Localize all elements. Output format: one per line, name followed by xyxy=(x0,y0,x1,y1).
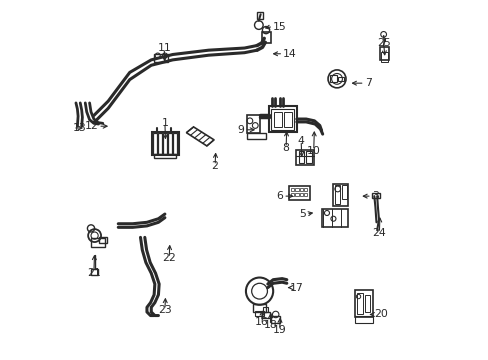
Text: 24: 24 xyxy=(372,228,386,238)
Text: 5: 5 xyxy=(299,209,305,219)
Text: 19: 19 xyxy=(272,325,286,335)
Bar xyxy=(271,316,280,323)
Bar xyxy=(261,32,270,43)
Text: 14: 14 xyxy=(283,49,296,59)
Bar xyxy=(152,132,178,155)
Bar xyxy=(333,184,348,206)
Bar xyxy=(247,133,265,139)
Bar xyxy=(296,149,313,165)
Bar xyxy=(284,112,291,127)
Bar xyxy=(91,238,105,247)
Bar xyxy=(91,269,98,275)
Text: 13: 13 xyxy=(73,123,87,133)
Bar xyxy=(295,193,298,196)
Bar xyxy=(295,188,298,192)
Text: 4: 4 xyxy=(297,136,304,145)
Bar xyxy=(268,107,296,132)
Bar xyxy=(364,296,369,312)
Bar xyxy=(329,75,336,82)
Text: 3: 3 xyxy=(371,191,378,201)
Bar xyxy=(253,304,265,312)
Bar xyxy=(290,188,294,192)
Text: 16: 16 xyxy=(254,317,268,327)
Bar xyxy=(154,54,168,62)
Bar xyxy=(298,151,304,163)
Text: 11: 11 xyxy=(157,43,171,53)
Text: 1: 1 xyxy=(161,118,168,128)
Bar xyxy=(299,193,303,196)
Bar xyxy=(289,186,309,200)
Bar xyxy=(163,133,167,154)
Bar xyxy=(271,109,293,130)
Bar xyxy=(290,193,294,196)
Bar xyxy=(158,133,162,154)
Bar xyxy=(337,77,344,81)
Text: 22: 22 xyxy=(162,253,176,263)
Bar xyxy=(99,237,107,243)
Bar xyxy=(304,193,306,196)
Bar xyxy=(299,188,303,192)
Bar xyxy=(321,210,348,226)
Text: 2: 2 xyxy=(211,161,218,171)
Bar xyxy=(167,133,172,154)
Bar xyxy=(247,115,260,134)
Bar xyxy=(354,291,372,318)
Text: 18: 18 xyxy=(263,320,277,330)
Text: 6: 6 xyxy=(276,191,283,201)
Bar xyxy=(379,46,388,60)
Bar xyxy=(341,185,346,199)
Bar xyxy=(152,133,157,154)
Bar xyxy=(354,316,372,323)
Bar xyxy=(255,311,264,316)
Bar xyxy=(334,185,340,204)
Bar xyxy=(371,193,379,198)
Bar xyxy=(273,112,281,127)
Text: 25: 25 xyxy=(376,38,390,48)
Bar xyxy=(261,312,269,319)
Bar xyxy=(154,154,176,158)
Bar xyxy=(256,12,263,19)
Text: 23: 23 xyxy=(158,305,171,315)
Text: 21: 21 xyxy=(87,267,101,278)
Text: 7: 7 xyxy=(364,78,371,88)
Text: 9: 9 xyxy=(237,125,244,135)
Text: 15: 15 xyxy=(273,22,286,32)
Bar xyxy=(263,307,267,312)
Bar xyxy=(304,188,306,192)
Bar xyxy=(381,51,387,62)
Bar xyxy=(357,293,362,315)
Bar xyxy=(305,151,311,163)
Text: 20: 20 xyxy=(373,310,387,319)
Text: 17: 17 xyxy=(289,283,303,293)
Text: 12: 12 xyxy=(84,121,98,131)
Bar xyxy=(172,133,177,154)
Text: 10: 10 xyxy=(306,145,320,156)
Text: 8: 8 xyxy=(282,143,289,153)
